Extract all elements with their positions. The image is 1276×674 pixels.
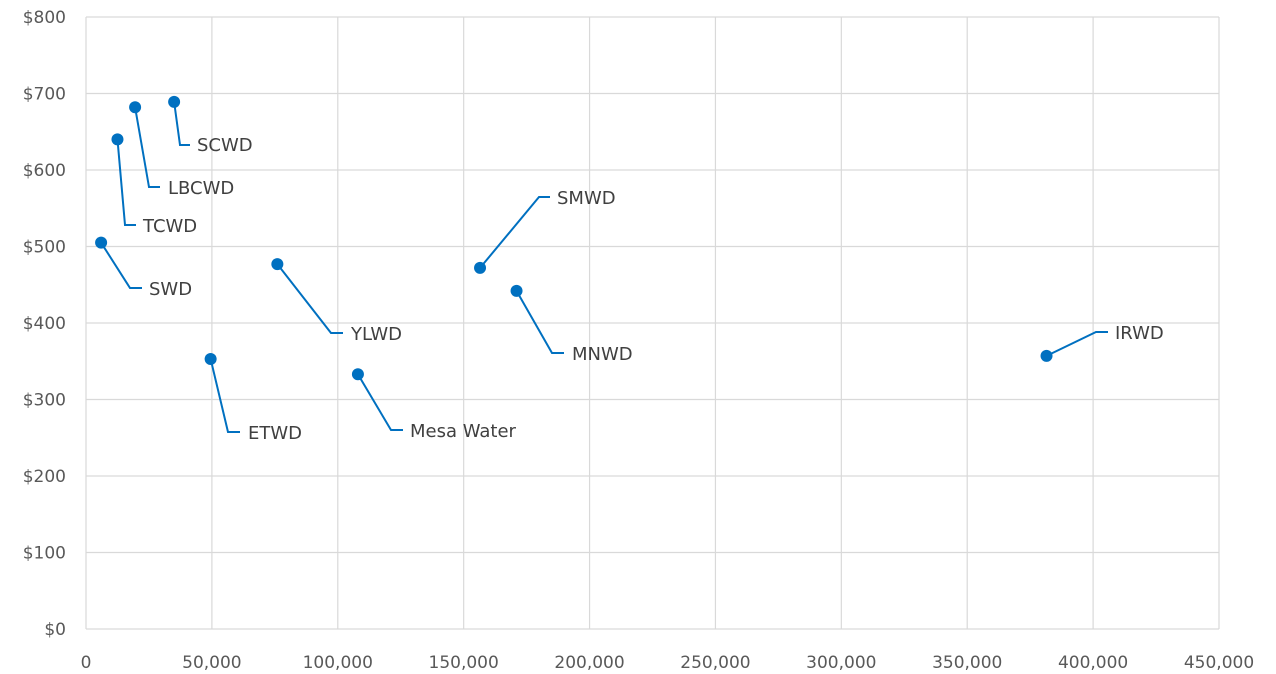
point-label: TCWD bbox=[142, 216, 197, 237]
leader-line bbox=[479, 196, 550, 269]
point-label: YLWD bbox=[350, 324, 402, 345]
point-label: IRWD bbox=[1115, 323, 1164, 344]
x-tick-label: 100,000 bbox=[303, 653, 373, 673]
x-tick-label: 350,000 bbox=[932, 653, 1002, 673]
point-label: SCWD bbox=[197, 135, 253, 156]
leader-line bbox=[515, 290, 564, 354]
axis-labels-layer: $0 $100 $200 $300 $400 $500 $600 $700 $800 0 50,00… bbox=[23, 8, 1254, 673]
grid-layer bbox=[85, 16, 1220, 630]
data-point bbox=[111, 133, 124, 146]
x-tick-label: 300,000 bbox=[806, 653, 876, 673]
leader-line bbox=[1046, 331, 1108, 357]
leader-line bbox=[100, 242, 142, 289]
x-tick-label: 250,000 bbox=[680, 653, 750, 673]
point-labels-layer: SCWD LBCWD TCWD SWD YLWD ETWD Mesa Water SMWD MN… bbox=[142, 135, 1164, 444]
y-tick-label: $700 bbox=[23, 85, 66, 105]
point-label: Mesa Water bbox=[410, 421, 517, 442]
data-point bbox=[204, 352, 217, 365]
leader-line bbox=[276, 263, 343, 334]
data-point bbox=[129, 101, 142, 114]
point-label: MNWD bbox=[572, 344, 633, 365]
x-tick-label: 200,000 bbox=[554, 653, 624, 673]
leader-line bbox=[173, 101, 190, 146]
y-tick-label: $500 bbox=[23, 238, 66, 258]
y-tick-label: $0 bbox=[44, 620, 66, 640]
data-point bbox=[510, 284, 523, 297]
x-tick-label: 400,000 bbox=[1058, 653, 1128, 673]
y-tick-label: $600 bbox=[23, 161, 66, 181]
y-tick-label: $300 bbox=[23, 391, 66, 411]
x-tick-label: 150,000 bbox=[429, 653, 499, 673]
point-label: ETWD bbox=[248, 423, 302, 444]
x-tick-label: 450,000 bbox=[1184, 653, 1254, 673]
leader-line bbox=[116, 139, 136, 226]
x-tick-label: 0 bbox=[81, 653, 92, 673]
point-label: SMWD bbox=[557, 188, 616, 209]
data-point bbox=[351, 368, 364, 381]
point-label: LBCWD bbox=[168, 178, 234, 199]
points-layer bbox=[95, 95, 1053, 381]
x-tick-label: 50,000 bbox=[182, 653, 241, 673]
data-point bbox=[474, 261, 487, 274]
point-label: SWD bbox=[149, 279, 192, 300]
leader-line bbox=[357, 373, 403, 431]
y-tick-label: $100 bbox=[23, 544, 66, 564]
leader-lines-layer bbox=[100, 101, 1108, 433]
y-tick-label: $800 bbox=[23, 8, 66, 28]
leader-line bbox=[134, 107, 160, 188]
data-point bbox=[271, 258, 284, 271]
y-tick-label: $200 bbox=[23, 467, 66, 487]
data-point bbox=[95, 236, 108, 249]
data-point bbox=[1040, 349, 1053, 362]
y-tick-label: $400 bbox=[23, 314, 66, 334]
leader-line bbox=[209, 358, 240, 433]
data-point bbox=[168, 95, 181, 108]
